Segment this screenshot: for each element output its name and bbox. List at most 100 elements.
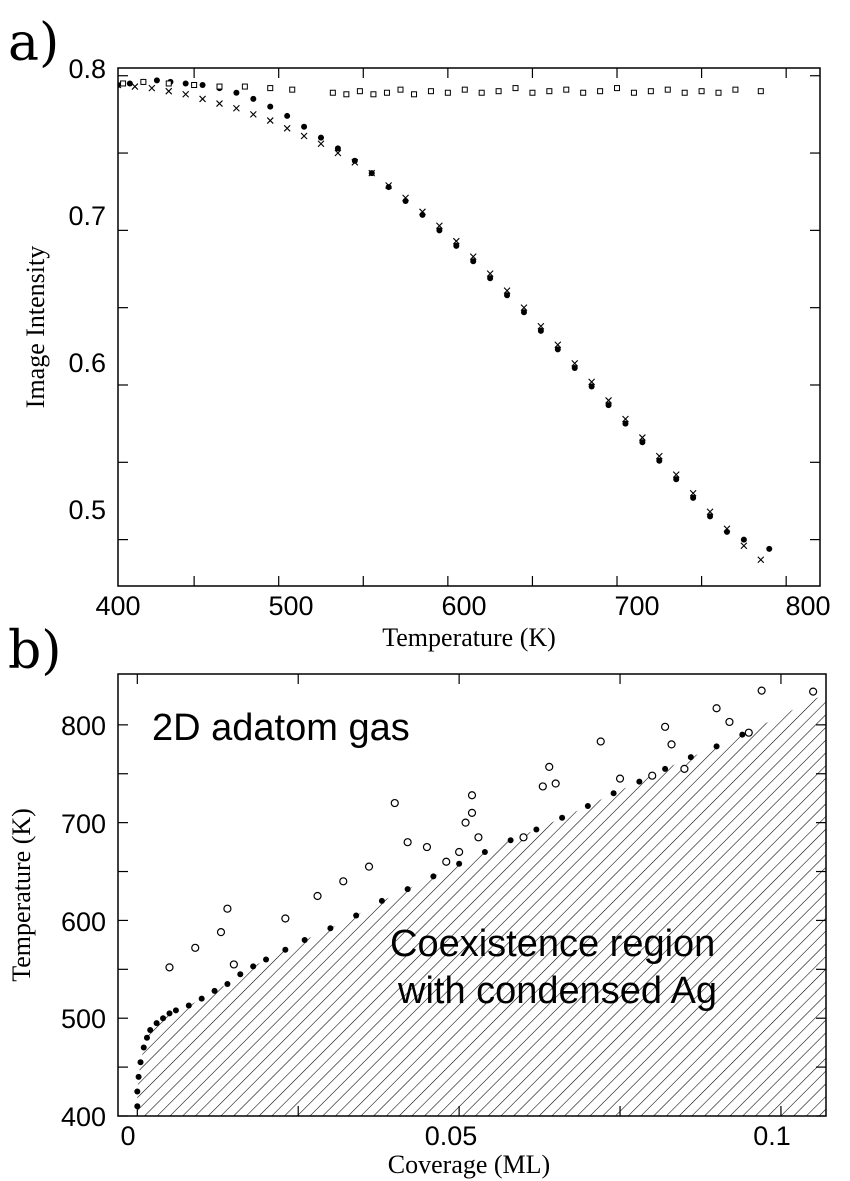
cross-point [166, 88, 172, 94]
open-circle-point [758, 687, 765, 694]
open-circle-point [546, 763, 553, 770]
cross-point [132, 84, 138, 90]
filled-circle-point [419, 212, 425, 218]
open-square-point [564, 87, 569, 92]
open-square-point [547, 89, 552, 94]
open-square-point [733, 87, 738, 92]
open-circle-point [649, 772, 656, 779]
panel-a-x-tick-labels: 400 500 600 700 800 [95, 591, 830, 621]
open-circle-point [443, 858, 450, 865]
filled-circle-point [267, 104, 273, 110]
filled-circle-point [302, 937, 308, 943]
filled-circle-point [533, 826, 539, 832]
filled-circle-point [739, 732, 745, 738]
open-circle-point [617, 775, 624, 782]
open-square-point [141, 79, 146, 84]
open-square-point [648, 89, 653, 94]
open-circle-point [423, 844, 430, 851]
open-square-point [699, 89, 704, 94]
open-square-point [665, 87, 670, 92]
open-circle-point [282, 915, 289, 922]
open-circle-point [726, 718, 733, 725]
filled-circle-point [154, 1020, 160, 1026]
filled-circle-point [688, 754, 694, 760]
open-circle-point [475, 834, 482, 841]
open-circle-point [366, 863, 373, 870]
open-circle-point [391, 800, 398, 807]
open-square-point [192, 83, 197, 88]
filled-circle-point [250, 96, 256, 102]
panel-b-x-tick-label: 0 [120, 1121, 135, 1151]
adatom-gas-label: 2D adatom gas [152, 707, 410, 749]
coexistence-region-hatch [137, 694, 826, 1116]
open-square-point [344, 92, 349, 97]
open-square-point [357, 89, 362, 94]
filled-circle-point [250, 963, 256, 969]
coexistence-label-line2: with condensed Ag [397, 970, 717, 1012]
filled-circle-point [282, 947, 288, 953]
filled-circle-point [662, 766, 668, 772]
open-square-point [598, 89, 603, 94]
panel-b-label: b) [8, 621, 62, 681]
open-square-point [412, 92, 417, 97]
panel-b-x-tick-labels: 0 0.05 0.1 [120, 1121, 790, 1151]
panel-a-y-axis-title: Image Intensity [21, 246, 50, 408]
filled-circle-point [200, 82, 206, 88]
cross-point [216, 101, 222, 107]
panel-a-y-tick-labels: 0.5 0.6 0.7 0.8 [68, 54, 106, 525]
filled-circle-point [559, 815, 565, 821]
cross-point [183, 91, 189, 97]
filled-circle-point [766, 546, 772, 552]
coexistence-label-line1: Coexistence region [390, 923, 715, 965]
open-circle-point [713, 705, 720, 712]
panel-b-x-axis-title: Coverage (ML) [388, 1150, 550, 1179]
panel-a-ticks [118, 68, 820, 586]
coexistence-region [137, 694, 826, 1116]
filled-circle-point [482, 849, 488, 855]
panel-a-label: a) [8, 13, 59, 73]
filled-circle-point [134, 1103, 140, 1109]
open-circle-point [552, 780, 559, 787]
open-circle-point [314, 892, 321, 899]
open-circle-point [745, 729, 752, 736]
open-circle-point [166, 964, 173, 971]
open-circle-point [668, 741, 675, 748]
panel-a-plot: a) 400 500 600 700 800 0.5 0.6 0.7 0.8 T… [8, 13, 831, 652]
panel-a-plot-frame [118, 68, 820, 586]
open-square-point [479, 90, 484, 95]
filled-circle-point [183, 80, 189, 86]
panel-a-y-tick-label: 0.5 [68, 495, 106, 525]
cross-point [758, 557, 764, 563]
open-circle-point [469, 792, 476, 799]
filled-circle-point [724, 529, 730, 535]
open-square-point [513, 86, 518, 91]
panel-a-x-tick-label: 500 [268, 591, 313, 621]
open-square-point [758, 89, 763, 94]
filled-circle-point [327, 925, 333, 931]
panel-b-y-tick-label: 500 [61, 1004, 106, 1034]
panel-b-y-tick-labels: 400 500 600 700 800 [61, 711, 106, 1132]
open-circle-point [520, 834, 527, 841]
cross-point [318, 141, 324, 147]
open-square-point [290, 87, 295, 92]
open-square-point [121, 81, 126, 86]
filled-circle-point [318, 135, 324, 141]
filled-circle-point [224, 981, 230, 987]
open-circle-point [469, 809, 476, 816]
filled-circle-point [141, 1045, 147, 1051]
open-square-point [166, 81, 171, 86]
panel-b-x-tick-label: 0.1 [753, 1121, 791, 1151]
panel-b-y-tick-label: 700 [61, 809, 106, 839]
open-square-point [530, 90, 535, 95]
filled-circle-point [263, 957, 269, 963]
filled-circle-point [353, 913, 359, 919]
open-square-point [268, 86, 273, 91]
panel-b-y-tick-label: 400 [61, 1102, 106, 1132]
open-square-point [242, 84, 247, 89]
panel-a-y-tick-label: 0.6 [68, 348, 106, 378]
filled-circle-point [508, 837, 514, 843]
panel-b-x-tick-label: 0.05 [425, 1121, 478, 1151]
open-square-point [384, 90, 389, 95]
filled-circle-point [166, 1010, 172, 1016]
